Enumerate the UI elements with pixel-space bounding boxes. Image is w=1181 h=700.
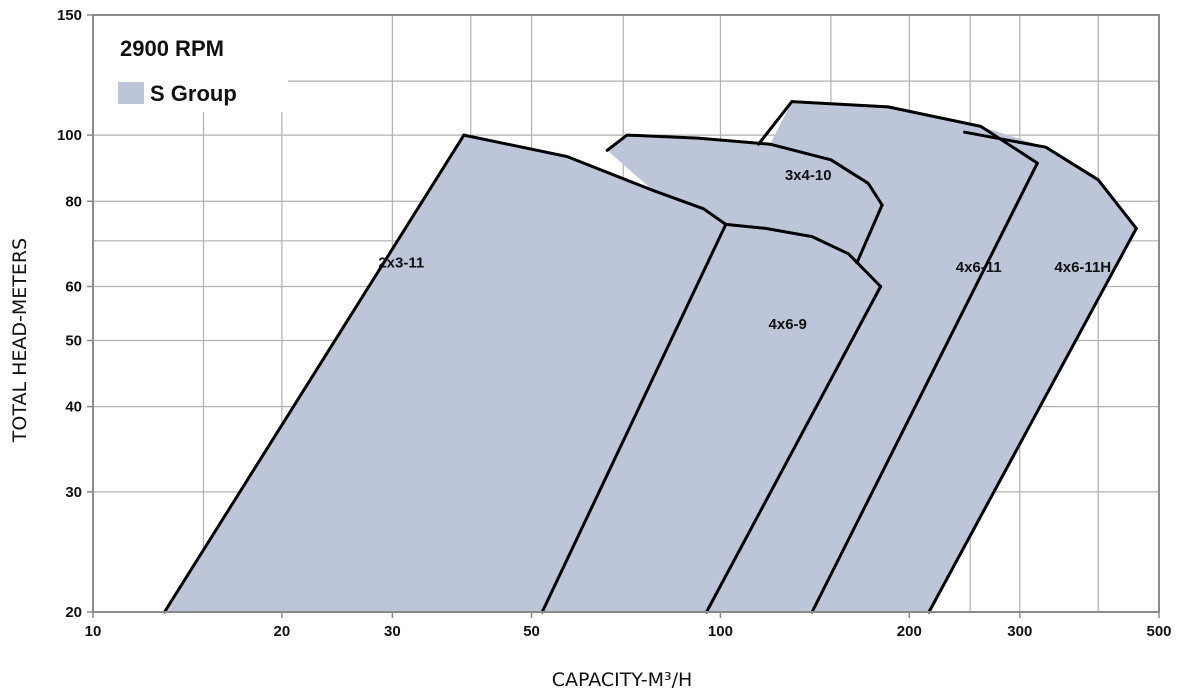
y-tick-label: 50 (65, 333, 82, 350)
legend-swatch (118, 82, 144, 104)
pump-regions (164, 101, 1137, 612)
x-tick-label: 200 (897, 623, 922, 640)
boundary-curve (705, 285, 883, 614)
pump-curves (163, 100, 1138, 614)
label-4x6-11h: 4x6-11H (1054, 259, 1111, 276)
boundary-curve (757, 100, 794, 146)
label-3x4-10: 3x4-10 (785, 167, 832, 184)
y-tick-label: 40 (65, 399, 82, 416)
boundary-curve (724, 222, 883, 288)
region-4x6-11 (706, 101, 1038, 612)
boundary-curve (963, 130, 1138, 230)
region-2x3-11 (164, 135, 726, 612)
region-4x6-11h (791, 101, 1137, 612)
region-labels: 2x3-11 4x6-9 3x4-10 4x6-11 4x6-11H (378, 167, 1111, 333)
boundary-curve (462, 133, 728, 226)
y-axis-ticks: 20 30 40 50 60 80 100 150 (57, 7, 93, 621)
x-tick-label: 500 (1146, 623, 1171, 640)
legend-entry-label: S Group (150, 81, 237, 106)
x-tick-label: 10 (85, 623, 102, 640)
y-tick-label: 80 (65, 193, 82, 210)
label-2x3-11: 2x3-11 (378, 254, 424, 271)
y-tick-label: 60 (65, 278, 82, 295)
region-3x4-10 (542, 135, 883, 612)
chart-title: 2900 RPM (120, 36, 224, 61)
boundary-curve (163, 133, 466, 614)
x-axis-title: CAPACITY-M³/H (552, 669, 693, 691)
label-4x6-11: 4x6-11 (956, 259, 1002, 276)
boundary-curve (790, 100, 1039, 165)
x-tick-label: 20 (274, 623, 291, 640)
x-axis-ticks: 10 20 30 50 100 200 300 500 (85, 612, 1172, 640)
x-tick-label: 50 (523, 623, 540, 640)
y-tick-label: 30 (65, 484, 82, 501)
boundary-curve (605, 133, 884, 207)
y-tick-label: 100 (57, 127, 82, 144)
y-tick-label: 20 (65, 604, 82, 621)
x-tick-label: 30 (384, 623, 401, 640)
legend: 2900 RPM S Group (94, 16, 288, 112)
label-4x6-9: 4x6-9 (769, 316, 807, 333)
y-tick-label: 150 (57, 7, 82, 24)
plot-frame (92, 14, 1160, 613)
x-tick-label: 300 (1007, 623, 1032, 640)
boundary-curve (927, 226, 1138, 614)
x-tick-label: 100 (708, 623, 733, 640)
boundary-curve (540, 222, 728, 614)
y-axis-title: TOTAL HEAD-METERS (9, 238, 31, 443)
boundary-curve (810, 161, 1039, 614)
boundary-curve (855, 203, 884, 265)
